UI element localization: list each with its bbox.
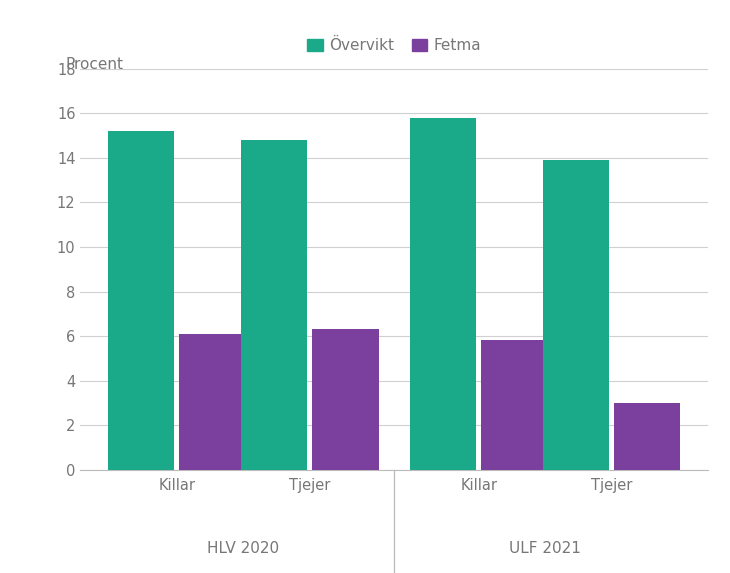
Bar [312,329,378,470]
Bar [180,334,246,470]
Bar [241,140,307,470]
Bar [614,403,680,470]
Bar [410,118,476,470]
Bar [542,160,609,470]
Text: ULF 2021: ULF 2021 [510,541,581,556]
Bar [108,131,174,470]
Bar [481,339,548,470]
Legend: Övervikt, Fetma: Övervikt, Fetma [301,32,487,60]
Text: Procent: Procent [66,57,123,72]
Text: HLV 2020: HLV 2020 [207,541,280,556]
